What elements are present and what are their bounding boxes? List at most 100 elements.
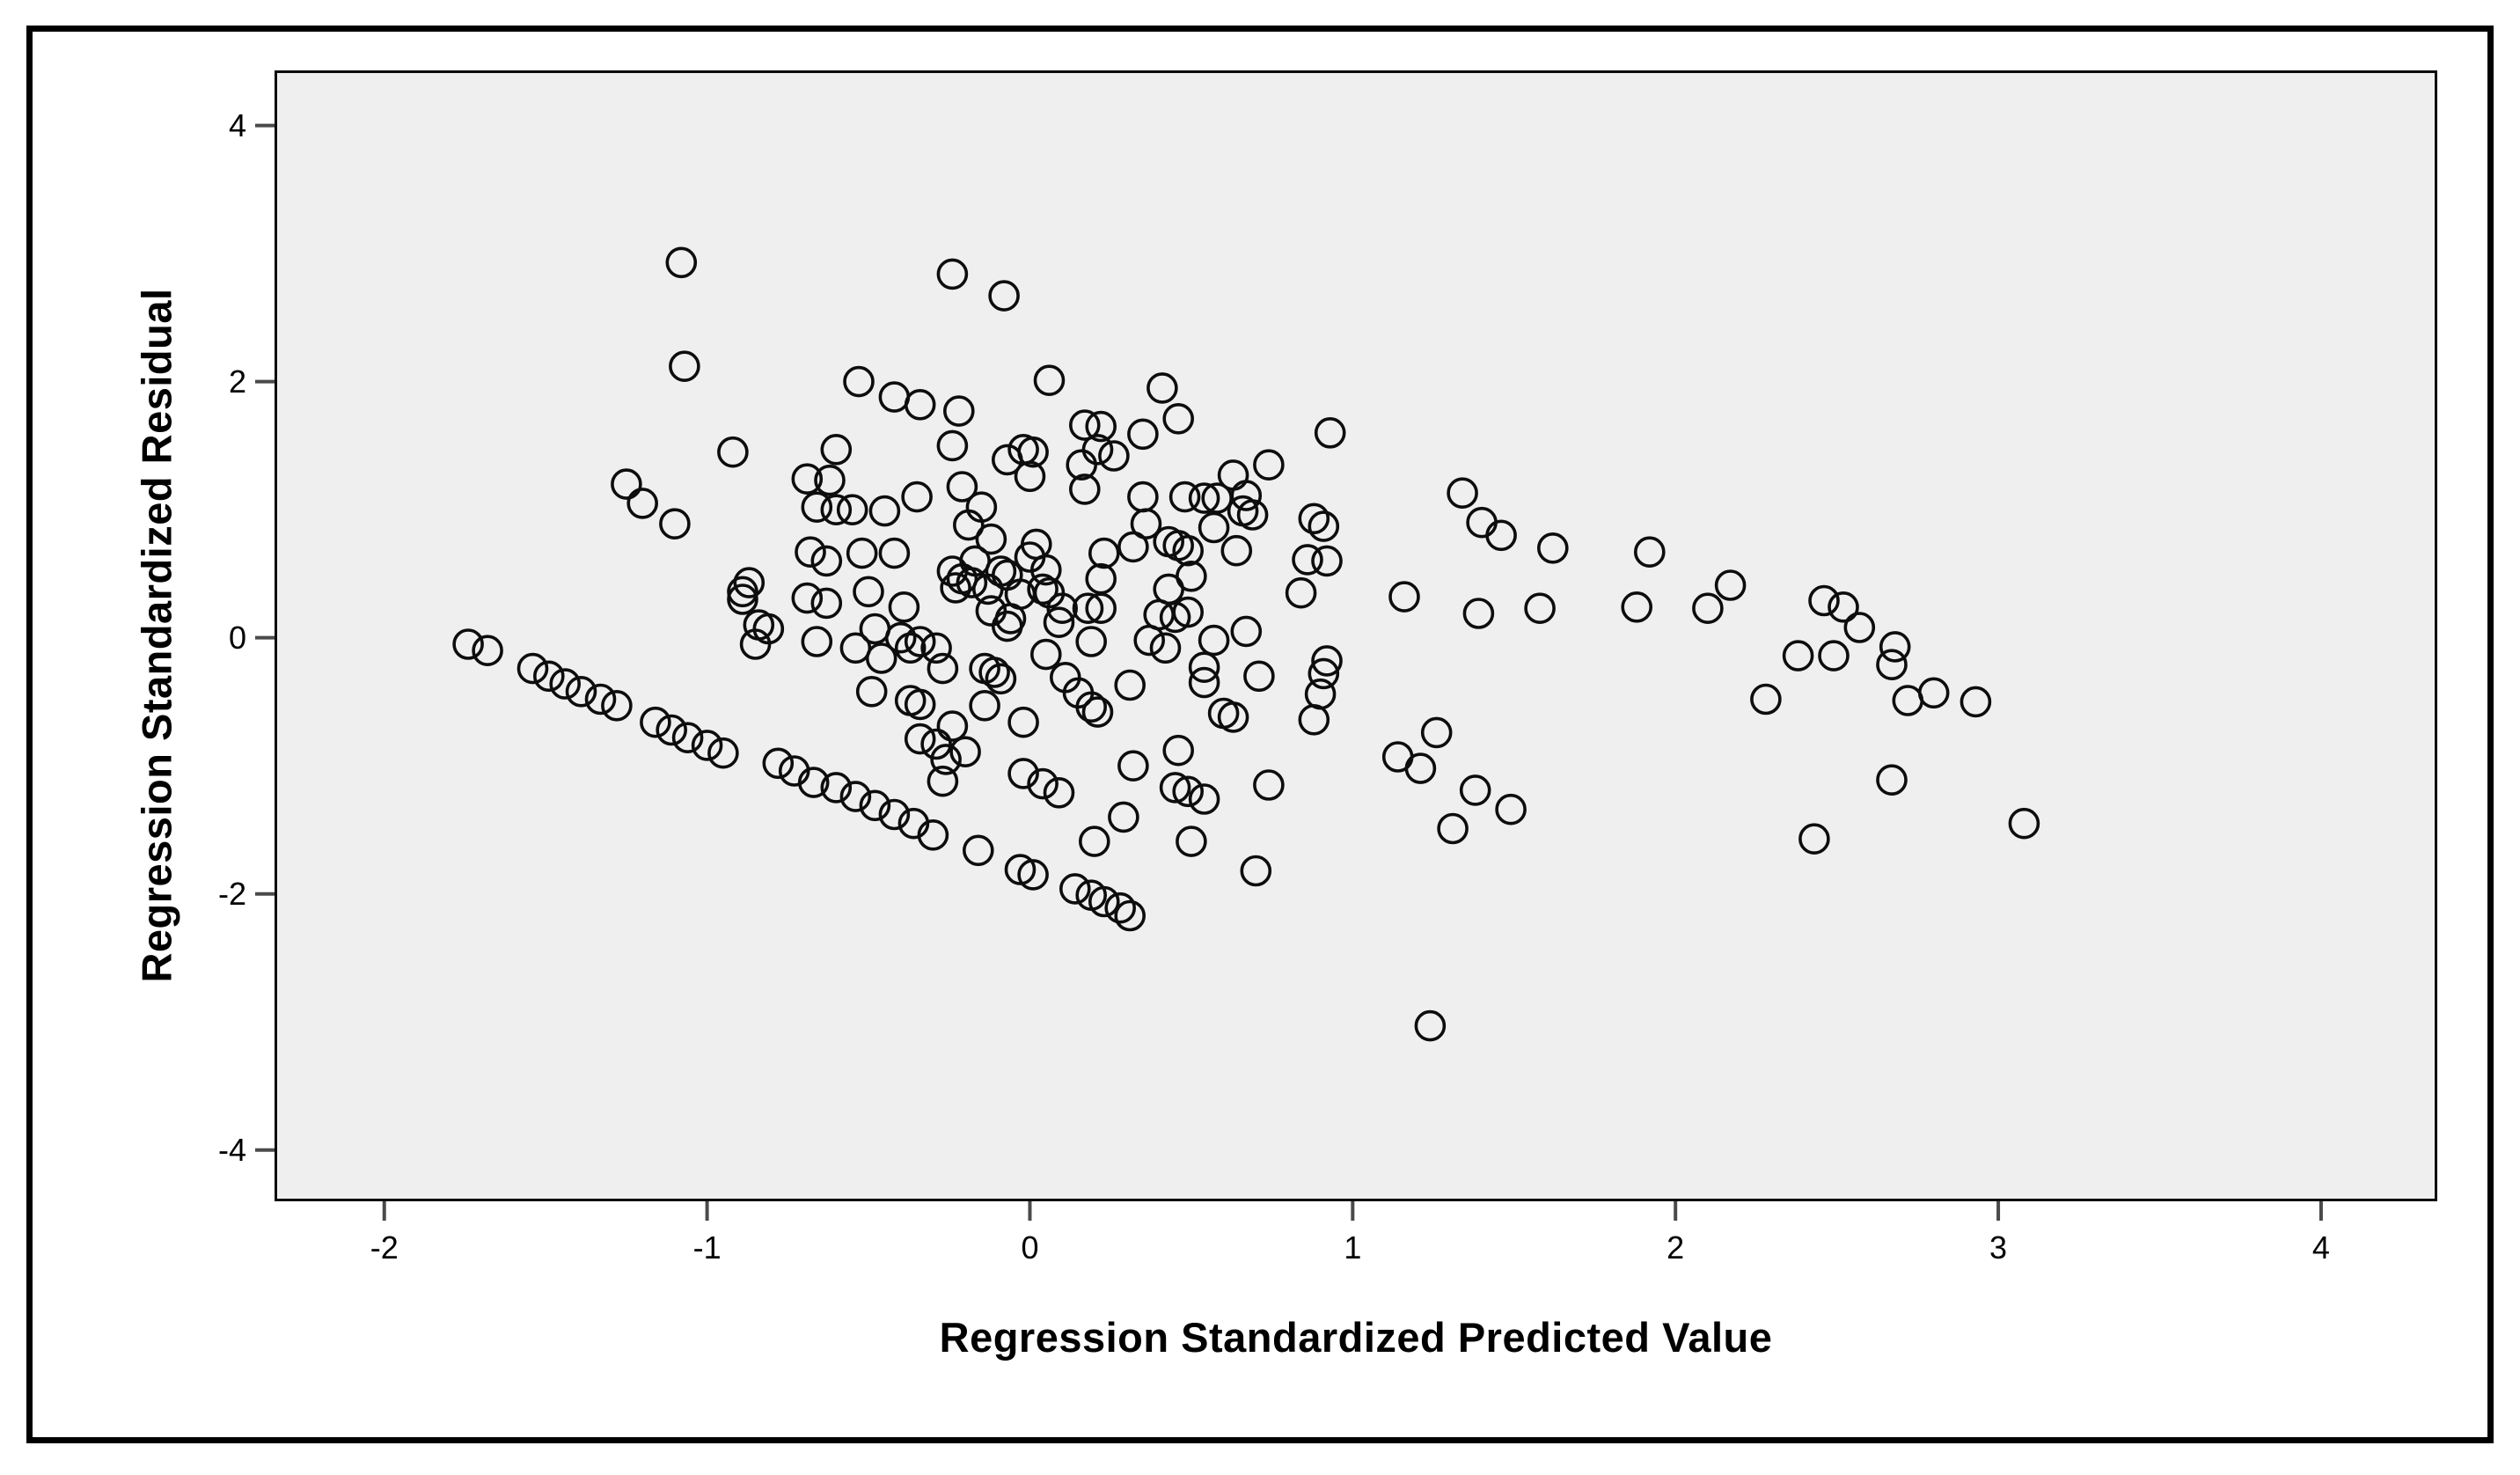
scatter-point xyxy=(859,789,891,822)
scatter-point xyxy=(1159,601,1191,634)
scatter-point xyxy=(992,610,1023,642)
scatter-point xyxy=(972,573,1004,605)
scatter-point xyxy=(791,582,824,614)
scatter-point xyxy=(1876,764,1908,796)
scatter-point xyxy=(904,388,936,421)
scatter-point xyxy=(1127,418,1159,451)
scatter-point xyxy=(1750,683,1782,715)
scatter-point xyxy=(1117,750,1149,782)
scatter-point xyxy=(1043,606,1075,639)
scatter-point xyxy=(1172,775,1204,808)
scatter-point xyxy=(1075,626,1107,657)
scatter-point xyxy=(727,583,758,615)
scatter-point xyxy=(584,683,617,715)
scatter-point xyxy=(985,663,1017,695)
scatter-point xyxy=(1030,638,1062,671)
scatter-point xyxy=(940,572,971,604)
scatter-point xyxy=(1004,854,1037,885)
x-tick-label: 1 xyxy=(1344,1229,1362,1266)
scatter-point xyxy=(1314,416,1346,449)
scatter-point xyxy=(611,468,642,500)
scatter-point xyxy=(1188,651,1220,684)
scatter-point xyxy=(1495,793,1527,826)
scatter-point xyxy=(1388,581,1420,613)
scatter-point xyxy=(1292,544,1323,576)
scatter-point xyxy=(727,576,758,608)
x-axis-label: Regression Standardized Predicted Value xyxy=(939,1314,1773,1361)
scatter-point xyxy=(1066,449,1097,481)
scatter-point xyxy=(1146,372,1178,404)
scatter-point xyxy=(1876,649,1908,681)
scatter-point xyxy=(846,537,878,569)
scatter-point xyxy=(1114,669,1146,701)
scatter-point xyxy=(1108,801,1139,833)
scatter-point xyxy=(1027,767,1059,800)
scatter-point xyxy=(1524,592,1556,625)
x-tick-label: -2 xyxy=(370,1229,399,1266)
scatter-point xyxy=(1176,826,1207,857)
scatter-point xyxy=(1188,783,1220,815)
y-tick-label: -2 xyxy=(217,875,246,912)
scatter-point xyxy=(1188,666,1220,699)
scatter-point xyxy=(1485,519,1517,552)
scatter-point xyxy=(1253,769,1285,801)
scatter-point xyxy=(1308,510,1340,542)
scatter-point xyxy=(1085,562,1117,595)
scatter-point xyxy=(1243,660,1275,693)
x-tick-label: -1 xyxy=(692,1229,722,1266)
scatter-point xyxy=(904,626,936,657)
scatter-point xyxy=(1168,481,1201,513)
x-tick-label: 4 xyxy=(2311,1229,2330,1266)
scatter-point xyxy=(1079,826,1110,857)
scatter-point xyxy=(820,772,853,804)
x-tick-label: 3 xyxy=(1989,1229,2008,1266)
scatter-point xyxy=(516,652,549,685)
scatter-point xyxy=(953,509,985,541)
scatter-point xyxy=(1088,537,1120,569)
scatter-point xyxy=(843,365,875,398)
scatter-point xyxy=(1308,657,1340,690)
scatter-point xyxy=(549,668,582,700)
scatter-point xyxy=(1014,460,1046,493)
scatter-point xyxy=(1098,440,1130,472)
y-tick-label: 2 xyxy=(228,363,246,400)
scatter-point xyxy=(927,765,959,797)
scatter-point xyxy=(1133,624,1165,657)
scatter-point xyxy=(956,567,988,598)
scatter-point xyxy=(884,621,917,654)
scatter-point xyxy=(797,767,830,798)
scatter-point xyxy=(1007,433,1039,466)
scatter-point xyxy=(943,395,975,427)
scatter-point xyxy=(1298,703,1330,736)
scatter-point xyxy=(691,730,723,761)
scatter-point xyxy=(949,736,981,768)
scatter-point xyxy=(659,508,691,540)
scatter-point xyxy=(1240,855,1272,887)
scatter-point xyxy=(930,744,962,775)
scatter-point xyxy=(1127,481,1159,513)
scatter-point xyxy=(1236,499,1269,531)
scatter-points xyxy=(452,246,2040,1042)
scatter-point xyxy=(904,688,936,721)
scatter-point xyxy=(820,433,853,466)
scatter-point xyxy=(1828,591,1859,623)
scatter-point xyxy=(992,444,1023,476)
x-tick-label: 2 xyxy=(1667,1229,1685,1266)
scatter-point xyxy=(1027,573,1059,605)
y-axis-label: Regression Standardized Residual xyxy=(133,288,180,983)
scatter-point xyxy=(1198,511,1230,544)
scatter-point xyxy=(963,834,994,867)
scatter-point xyxy=(1069,409,1101,441)
scatter-point xyxy=(1917,677,1950,709)
scatter-point xyxy=(1818,640,1850,671)
y-tick-label: 0 xyxy=(228,619,246,656)
scatter-point xyxy=(671,722,704,754)
scatter-point xyxy=(1188,482,1220,514)
scatter-point xyxy=(894,632,927,664)
scatter-point xyxy=(917,818,949,851)
scatter-point xyxy=(1285,576,1317,609)
scatter-point xyxy=(1714,569,1747,601)
scatter-point xyxy=(1466,506,1498,539)
